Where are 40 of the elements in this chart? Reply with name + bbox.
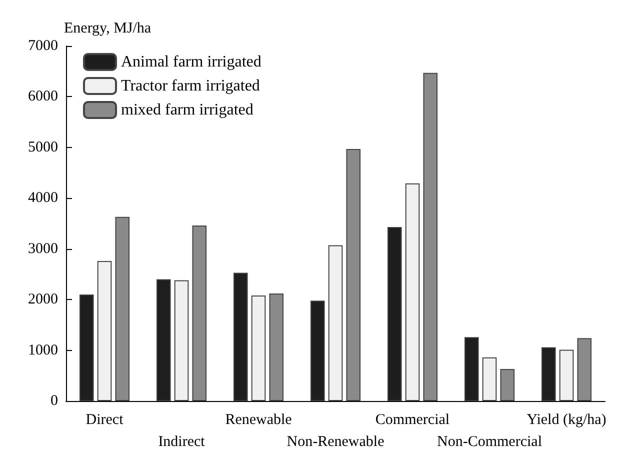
bar: [577, 338, 592, 401]
x-tick-label: Yield (kg/ha): [526, 412, 606, 428]
bar: [500, 369, 515, 401]
y-tick-label: 0: [50, 393, 58, 409]
bar: [79, 294, 94, 401]
bar: [559, 350, 574, 401]
x-tick-label: Commercial: [375, 412, 450, 428]
bar: [192, 226, 207, 401]
x-tick-label: Renewable: [225, 412, 292, 428]
y-axis-title: Energy, MJ/ha: [64, 20, 152, 36]
y-tick-label: 2000: [28, 292, 58, 308]
bar: [405, 183, 420, 401]
bar: [387, 227, 402, 401]
legend-label: Tractor farm irrigated: [121, 78, 260, 94]
legend-label: Animal farm irrigated: [121, 54, 262, 70]
y-tick-label: 5000: [28, 139, 58, 156]
legend-label: mixed farm irrigated: [121, 102, 254, 118]
bar: [174, 280, 189, 401]
bar: [541, 347, 556, 401]
x-tick-label: Indirect: [158, 434, 206, 450]
bar: [233, 272, 248, 401]
bar: [328, 245, 343, 401]
y-tick-label: 3000: [28, 240, 58, 257]
y-tick-label: 4000: [28, 190, 58, 206]
bar: [346, 148, 361, 401]
bar: [310, 300, 325, 401]
y-tick-label: 7000: [28, 38, 58, 54]
y-tick-label: 1000: [28, 342, 58, 358]
y-tick-label: 6000: [28, 88, 58, 105]
x-tick-label: Non-Renewable: [286, 434, 385, 450]
bar: [482, 357, 497, 401]
x-tick-label: Direct: [86, 412, 124, 428]
bar: [115, 216, 130, 401]
bar: [464, 337, 479, 401]
bar: [97, 261, 112, 401]
bar: [423, 72, 438, 401]
bar: [251, 296, 266, 401]
bar: [269, 293, 284, 401]
x-tick-label: Non-Commercial: [437, 434, 542, 450]
bar: [156, 279, 171, 401]
